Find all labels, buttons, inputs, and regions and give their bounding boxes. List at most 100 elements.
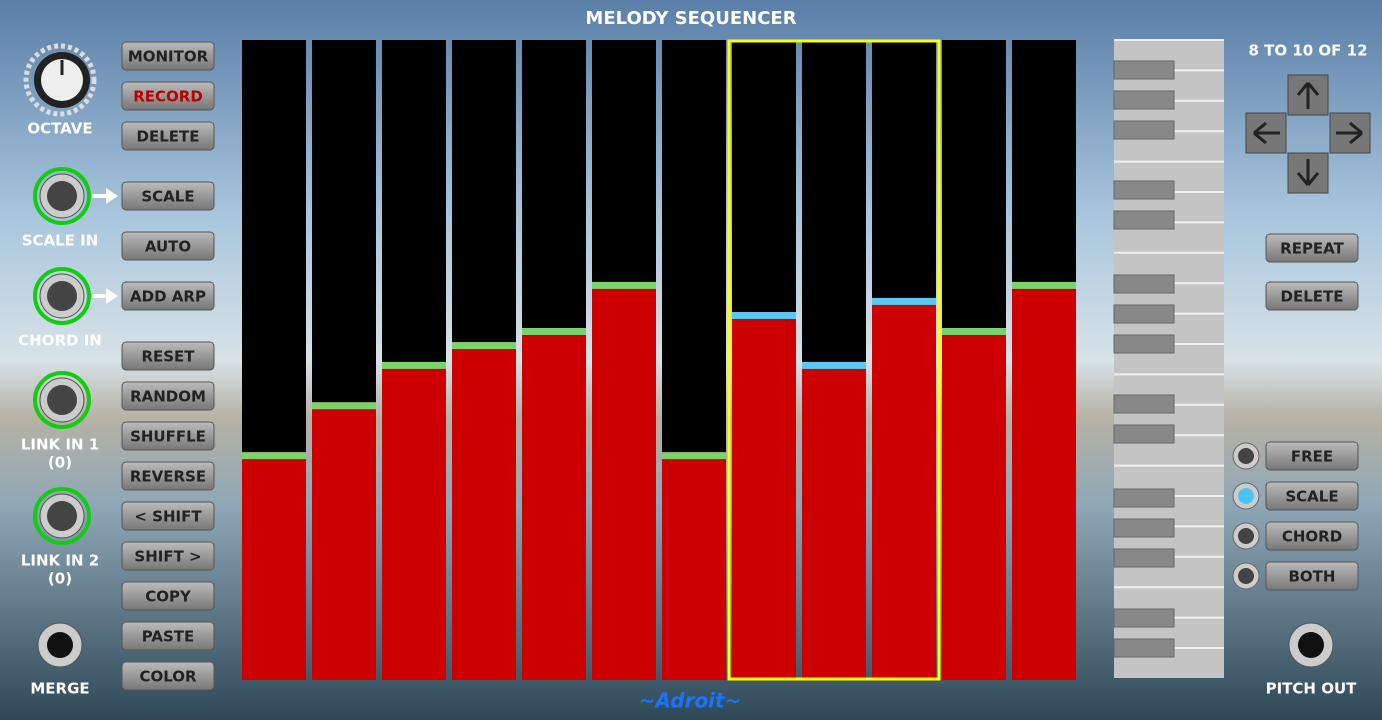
button-label: COPY [145, 588, 192, 606]
button-label: < SHIFT [134, 508, 202, 526]
black-key [1113, 394, 1175, 414]
title: MELODY SEQUENCER [585, 8, 796, 29]
button-face [1265, 521, 1359, 551]
button-face [121, 81, 215, 111]
step-bar [312, 402, 376, 680]
button[interactable]: CHORD [1265, 521, 1359, 551]
button[interactable]: COLOR [121, 661, 215, 691]
button-label: REPEAT [1280, 240, 1344, 258]
jack[interactable] [37, 622, 83, 668]
button-face [121, 231, 215, 261]
button-face [121, 421, 215, 451]
nav-button[interactable] [1329, 112, 1371, 154]
input-label: CHORD IN [18, 332, 102, 350]
step-cap [942, 328, 1006, 335]
button-face [121, 41, 215, 71]
button[interactable]: SCALE [1265, 481, 1359, 511]
button-face [121, 121, 215, 151]
step-cap [802, 361, 866, 369]
button-label: RECORD [133, 88, 203, 106]
button[interactable]: COPY [121, 581, 215, 611]
jack[interactable] [33, 267, 91, 325]
keyboard [1114, 40, 1224, 678]
button-label: RANDOM [130, 388, 206, 406]
nav-button[interactable] [1287, 74, 1329, 116]
button-face [1265, 561, 1359, 591]
step-bar [242, 452, 306, 680]
button[interactable]: RESET [121, 341, 215, 371]
selection [727, 39, 941, 681]
input-label: LINK IN 2 [21, 552, 99, 570]
button[interactable]: MONITOR [121, 41, 215, 71]
nav-arrow [1296, 82, 1320, 109]
black-key [1113, 518, 1175, 538]
button[interactable]: SHUFFLE [121, 421, 215, 451]
button[interactable]: < SHIFT [121, 501, 215, 531]
button-label: DELETE [1281, 288, 1344, 306]
mode-led-core [1238, 448, 1254, 464]
jack[interactable] [1288, 622, 1334, 668]
button[interactable]: PASTE [121, 621, 215, 651]
black-key [1113, 90, 1175, 110]
input-label: LINK IN 1 [21, 436, 99, 454]
button-label: SHIFT > [134, 548, 201, 566]
jack-ring [33, 267, 91, 325]
step-bar [942, 328, 1006, 680]
step-bar [662, 452, 726, 680]
button-face [121, 621, 215, 651]
step-bar [872, 297, 936, 680]
button-label: CHORD [1282, 528, 1342, 546]
button[interactable]: DELETE [121, 121, 215, 151]
button[interactable]: SCALE [121, 181, 215, 211]
button[interactable]: BOTH [1265, 561, 1359, 591]
jack[interactable] [33, 487, 91, 545]
button[interactable]: AUTO [121, 231, 215, 261]
button-face [1265, 233, 1359, 263]
jack-ring [33, 371, 91, 429]
button-label: BOTH [1289, 568, 1336, 586]
button[interactable]: DELETE [1265, 281, 1359, 311]
step-cap [312, 402, 376, 410]
input-sub: (0) [48, 454, 72, 472]
button-face [1265, 441, 1359, 471]
black-key [1113, 548, 1175, 568]
button[interactable]: SHIFT > [121, 541, 215, 571]
octave-knob [23, 43, 97, 117]
step-cap [522, 328, 586, 335]
jack[interactable] [33, 167, 91, 225]
button-label: SHUFFLE [130, 428, 206, 446]
button[interactable]: RANDOM [121, 381, 215, 411]
button[interactable]: REVERSE [121, 461, 215, 491]
button-label: RESET [141, 348, 195, 366]
step-bar [1012, 281, 1076, 680]
button-face [121, 581, 215, 611]
black-key [1113, 180, 1175, 200]
jack[interactable] [33, 371, 91, 429]
nav-button[interactable] [1287, 152, 1329, 194]
button[interactable]: RECORD [121, 81, 215, 111]
button[interactable]: ADD ARP [121, 281, 215, 311]
button[interactable]: REPEAT [1265, 233, 1359, 263]
nav-arrow [1336, 121, 1363, 145]
nav-arrow [1296, 159, 1320, 186]
input-label: SCALE IN [22, 232, 99, 250]
octave-label: OCTAVE [27, 120, 92, 138]
jack-ring [33, 167, 91, 225]
button-face [121, 281, 215, 311]
nav-button[interactable] [1245, 112, 1287, 154]
jack-ring [33, 487, 91, 545]
button-label: COLOR [139, 668, 197, 686]
arrow [92, 288, 118, 304]
black-key [1113, 424, 1175, 444]
button-label: PASTE [142, 628, 195, 646]
mode-led-core [1238, 528, 1254, 544]
button[interactable]: FREE [1265, 441, 1359, 471]
jack-hole [47, 632, 73, 658]
black-key [1113, 488, 1175, 508]
black-key [1113, 60, 1175, 80]
jack-hole [47, 385, 77, 415]
button-face [121, 181, 215, 211]
step-bar [382, 361, 446, 680]
